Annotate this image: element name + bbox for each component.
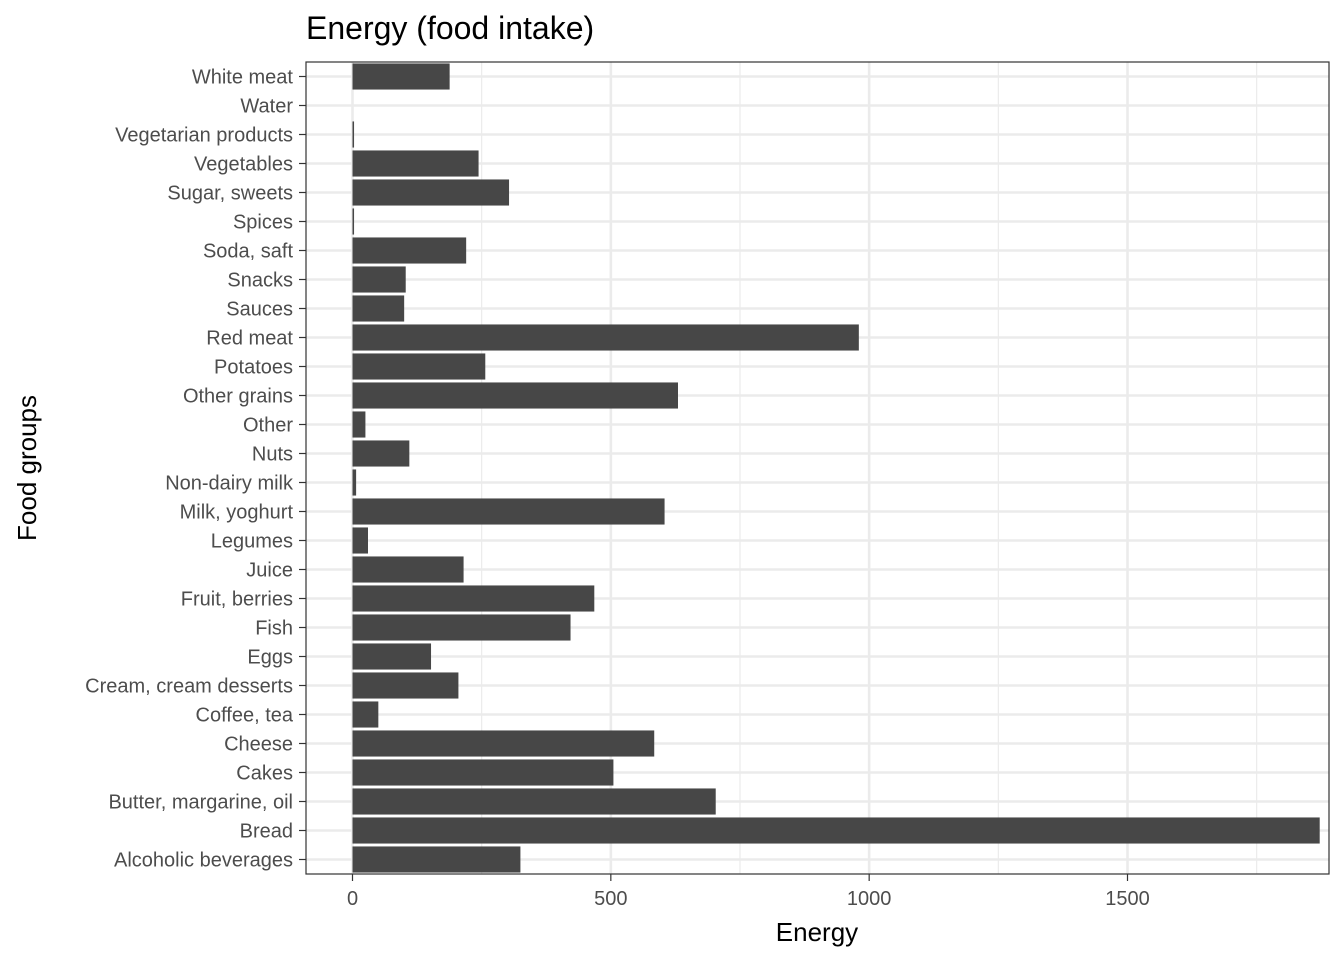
y-tick-label: Other (243, 415, 293, 437)
bar (352, 643, 432, 670)
x-axis: 0 500 1000 1500 (347, 874, 1150, 910)
y-tick-label: Non-dairy milk (165, 473, 294, 495)
y-tick-label: Nuts (252, 444, 293, 466)
chart-title: Energy (food intake) (306, 10, 594, 46)
x-tick-label: 1500 (1105, 888, 1150, 910)
bar (352, 382, 678, 409)
bars (352, 63, 1320, 873)
y-tick-label: Eggs (247, 647, 293, 669)
bar (352, 295, 405, 322)
y-tick-label: Coffee, tea (196, 705, 294, 727)
bar (352, 846, 521, 873)
y-tick-label: Milk, yoghurt (180, 502, 294, 524)
bar (352, 672, 459, 699)
bar (352, 63, 450, 90)
bar (352, 788, 716, 815)
bar (352, 237, 467, 264)
y-tick-label: Legumes (211, 531, 293, 553)
plot-border (305, 61, 1330, 875)
bar (352, 556, 464, 583)
y-tick-label: Alcoholic beverages (114, 850, 293, 872)
x-tick-label: 0 (347, 888, 358, 910)
y-tick-label: Cakes (236, 763, 293, 785)
bar (352, 266, 406, 293)
bar (352, 498, 665, 525)
bar (352, 469, 357, 496)
y-tick-label: Sugar, sweets (167, 183, 293, 205)
bar (352, 730, 655, 757)
bar (352, 701, 379, 728)
bar (352, 353, 486, 380)
y-tick-label: White meat (192, 67, 294, 89)
y-tick-label: Vegetarian products (115, 125, 293, 147)
y-tick-label: Water (240, 96, 293, 118)
y-tick-label: Soda, saft (203, 241, 294, 263)
bar (352, 585, 595, 612)
bar (352, 614, 571, 641)
y-tick-label: Red meat (206, 328, 293, 350)
y-tick-label: Fruit, berries (181, 589, 293, 611)
y-tick-label: Cream, cream desserts (85, 676, 293, 698)
y-tick-label: Juice (246, 560, 293, 582)
bar (352, 208, 355, 235)
y-axis-title: Food groups (12, 395, 42, 541)
y-tick-label: Potatoes (214, 357, 293, 379)
y-tick-label: Cheese (224, 734, 293, 756)
x-tick-label: 1000 (847, 888, 892, 910)
bar (352, 121, 355, 148)
bar (352, 411, 366, 438)
bar (352, 759, 614, 786)
bar (352, 440, 410, 467)
bar (352, 179, 510, 206)
y-tick-label: Vegetables (194, 154, 293, 176)
y-tick-label: Sauces (226, 299, 293, 321)
bar (352, 324, 859, 351)
y-tick-label: Other grains (183, 386, 293, 408)
bar (352, 527, 368, 554)
y-tick-label: Bread (240, 821, 293, 843)
y-tick-label: Fish (255, 618, 293, 640)
x-axis-title: Energy (776, 917, 858, 947)
y-tick-label: Butter, margarine, oil (108, 792, 293, 814)
bar (352, 817, 1320, 844)
x-tick-label: 500 (594, 888, 627, 910)
y-tick-label: Spices (233, 212, 293, 234)
y-axis: Alcoholic beverages Bread Butter, margarin… (85, 67, 306, 872)
bar (352, 150, 479, 177)
y-tick-label: Snacks (227, 270, 293, 292)
